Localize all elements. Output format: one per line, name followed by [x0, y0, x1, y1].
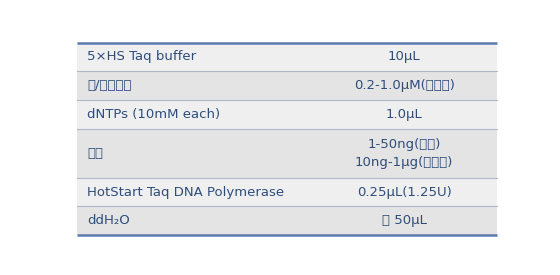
Bar	[77, 100, 497, 129]
Text: 1.0μL: 1.0μL	[386, 108, 423, 121]
Text: 0.2-1.0μM(终浓度): 0.2-1.0μM(终浓度)	[354, 79, 455, 92]
Text: 10μL: 10μL	[388, 50, 421, 64]
Text: HotStart Taq DNA Polymerase: HotStart Taq DNA Polymerase	[87, 186, 284, 199]
Text: 至 50μL: 至 50μL	[382, 214, 427, 227]
Text: 上/下游引物: 上/下游引物	[87, 79, 132, 92]
Text: 0.25μL(1.25U): 0.25μL(1.25U)	[357, 186, 451, 199]
Bar	[77, 71, 497, 100]
Text: 5×HS Taq buffer: 5×HS Taq buffer	[87, 50, 197, 64]
Text: 1-50ng(质粒)
10ng-1μg(基因组): 1-50ng(质粒) 10ng-1μg(基因组)	[355, 138, 454, 169]
Bar	[77, 207, 497, 235]
Text: ddH₂O: ddH₂O	[87, 214, 130, 227]
Text: 模板: 模板	[87, 147, 104, 160]
Bar	[77, 178, 497, 207]
Bar	[77, 129, 497, 178]
Text: dNTPs (10mM each): dNTPs (10mM each)	[87, 108, 221, 121]
Bar	[77, 43, 497, 71]
